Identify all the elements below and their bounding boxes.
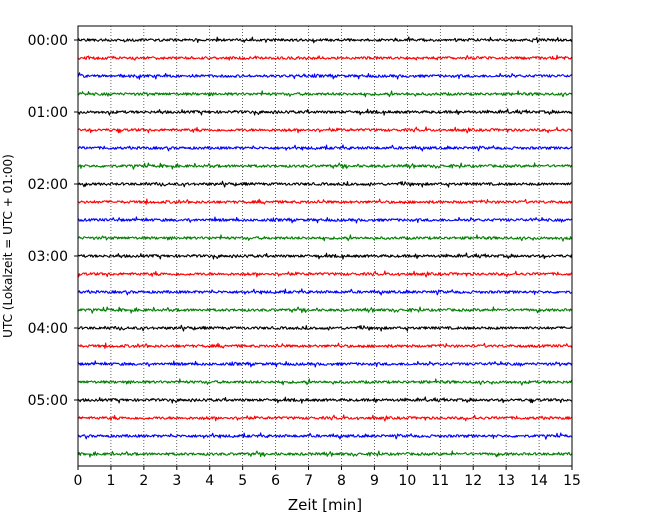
y-tick-label: 04:00 [28, 321, 68, 337]
x-tick-label: 5 [238, 473, 247, 489]
x-tick-label: 7 [304, 473, 313, 489]
seismic-trace [77, 198, 573, 205]
seismic-trace [77, 54, 573, 61]
seismic-trace [77, 252, 573, 260]
seismic-trace [77, 108, 573, 116]
seismic-trace [77, 414, 573, 422]
plot-frame [77, 25, 573, 467]
seismic-trace [77, 162, 573, 170]
x-tick-label: 6 [271, 473, 280, 489]
seismic-trace [77, 450, 573, 458]
vertical-grid [110, 26, 540, 466]
x-tick-label: 15 [563, 473, 581, 489]
seismic-trace [77, 378, 573, 386]
x-tick-label: 12 [464, 473, 482, 489]
seismic-trace [77, 180, 573, 188]
y-tick-label: 01:00 [28, 105, 68, 121]
x-tick-label: 11 [431, 473, 449, 489]
seismic-trace [77, 432, 573, 440]
seismic-trace [77, 342, 573, 349]
seismic-trace [77, 216, 573, 224]
y-axis-ticks: 00:00 01:00 02:00 03:00 04:00 05:00 [28, 33, 78, 409]
seismic-trace [77, 126, 573, 134]
seismic-trace [77, 144, 573, 152]
seismic-trace [77, 396, 573, 404]
trace-group [77, 36, 573, 458]
x-tick-label: 2 [139, 473, 148, 489]
seismic-trace [77, 90, 573, 98]
x-axis-label: Zeit [min] [288, 496, 362, 514]
seismic-trace [77, 72, 573, 80]
seismic-trace [77, 234, 573, 242]
x-tick-label: 1 [106, 473, 115, 489]
x-tick-label: 3 [172, 473, 181, 489]
seismic-trace [77, 306, 573, 314]
y-tick-label: 02:00 [28, 177, 68, 193]
y-tick-label: 00:00 [28, 33, 68, 49]
x-tick-label: 10 [398, 473, 416, 489]
seismic-trace [77, 270, 573, 278]
x-tick-label: 9 [370, 473, 379, 489]
seismic-trace [77, 360, 573, 368]
x-tick-label: 8 [337, 473, 346, 489]
x-tick-label: 0 [74, 473, 83, 489]
x-tick-label: 4 [205, 473, 214, 489]
y-tick-label: 05:00 [28, 393, 68, 409]
seismic-trace [77, 36, 573, 44]
x-axis-ticks: 0 1 2 3 4 5 6 7 8 9 10 11 12 13 14 15 [74, 466, 581, 489]
x-tick-label: 13 [497, 473, 515, 489]
y-axis-label: UTC (Lokalzeit = UTC + 01:00) [1, 154, 15, 338]
x-tick-label: 14 [530, 473, 548, 489]
seismic-trace [77, 288, 573, 296]
seismic-trace [77, 324, 573, 332]
y-tick-label: 03:00 [28, 249, 68, 265]
